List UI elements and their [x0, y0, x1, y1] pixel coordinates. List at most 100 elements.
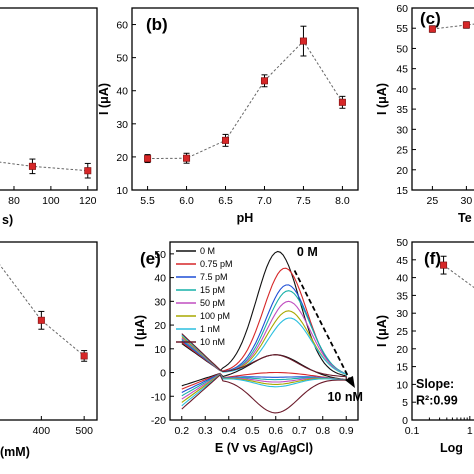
y-tick-label: 45 — [396, 64, 408, 76]
y-tick-label: 50 — [396, 43, 408, 55]
panel-e: 0.2 0.3 0.4 0.5 0.6 0.7 0.8 0.9 -20 -10 0 10 20 30 40 5… — [133, 241, 363, 455]
y-tick-label: 30 — [116, 119, 128, 131]
y-tick-label: 15 — [396, 185, 408, 197]
y-tick-label: 45 — [396, 255, 408, 267]
y-tick-label: 15 — [396, 362, 408, 374]
y-tick-label: 50 — [116, 53, 128, 65]
legend-label: 15 pM — [200, 285, 225, 295]
data-point — [80, 352, 88, 360]
y-tick-label: 0 — [160, 368, 166, 380]
x-tick-label: 7.5 — [296, 195, 311, 207]
y-tick-label: 20 — [396, 165, 408, 177]
y-tick-label: 30 — [396, 308, 408, 320]
y-tick-label: 40 — [396, 84, 408, 96]
data-point — [222, 136, 230, 144]
y-axis-label: I (μA) — [375, 83, 389, 115]
y-tick-label: 25 — [396, 326, 408, 338]
x-axis-label: Te — [458, 211, 472, 225]
x-tick-label: 0.9 — [339, 425, 354, 437]
trend-line-f — [443, 264, 474, 289]
panel-c: 25 30 15 20 25 30 35 40 45 50 55 60 Te I (μA) (c) — [375, 3, 474, 225]
y-tick-label: 40 — [396, 273, 408, 285]
x-axis-label: pH — [237, 211, 254, 225]
x-tick-label: 0.4 — [221, 425, 236, 437]
legend-label: 1 nM — [200, 324, 220, 334]
x-tick-label: 0.3 — [198, 425, 213, 437]
data-point — [28, 162, 36, 170]
y-tick-label: 20 — [154, 320, 166, 332]
data-point — [428, 25, 436, 33]
panel-b: 5.5 6.0 6.5 7.0 7.5 8.0 10 20 30 40 50 60 pH I (μA) (b… — [97, 7, 359, 225]
y-tick-label: 10 — [154, 344, 166, 356]
dpv-curve-10-nM — [181, 333, 347, 414]
y-tick-label: 40 — [154, 273, 166, 285]
legend-label: 50 pM — [200, 298, 225, 308]
y-tick-label: -20 — [151, 415, 166, 427]
legend-label: 7.5 pM — [200, 272, 228, 282]
x-tick-label: 7.0 — [257, 195, 272, 207]
data-point — [183, 154, 191, 162]
legend-label: 0.75 pM — [200, 259, 233, 269]
data-point — [84, 167, 92, 175]
y-tick-label: 10 — [116, 185, 128, 197]
y-tick-label: -10 — [151, 391, 166, 403]
x-tick-label: 5.5 — [140, 195, 155, 207]
y-tick-label: 5 — [402, 397, 408, 409]
data-point — [462, 21, 470, 29]
x-tick-label: 30 — [461, 195, 473, 207]
x-axis-label: (mM) — [0, 445, 30, 459]
arrow-head — [344, 376, 355, 389]
trend-arrow — [293, 270, 352, 383]
panel-label: (e) — [140, 249, 161, 268]
data-point — [260, 77, 268, 85]
r2-annotation: R²:0.99 — [416, 394, 458, 408]
x-tick-label: 0.2 — [174, 425, 189, 437]
x-axis-label: Log — [440, 441, 463, 455]
x-tick-label: 0.7 — [292, 425, 307, 437]
y-tick-label: 55 — [396, 23, 408, 35]
x-tick-label: 120 — [79, 195, 97, 207]
legend-label: 100 pM — [200, 311, 230, 321]
y-tick-label: 30 — [396, 124, 408, 136]
x-tick-label: 500 — [75, 425, 93, 437]
y-tick-label: 10 — [396, 379, 408, 391]
x-tick-label: 1 — [467, 425, 473, 437]
data-point — [338, 98, 346, 106]
plot-frame — [169, 241, 359, 421]
data-point — [37, 316, 45, 324]
plot-frame — [131, 7, 359, 191]
x-axis-label: E (V vs Ag/AgCl) — [215, 441, 313, 455]
trend-line-d — [0, 264, 85, 357]
x-tick-label: 100 — [42, 195, 60, 207]
legend-label: 0 M — [200, 246, 215, 256]
trend-line-a — [0, 161, 88, 172]
x-tick-label: 0.5 — [245, 425, 260, 437]
slope-annotation: Slope: — [416, 377, 454, 391]
y-tick-label: 35 — [396, 290, 408, 302]
y-axis-label: I (μA) — [133, 315, 147, 347]
plot-frame — [411, 7, 474, 191]
x-tick-label: 400 — [33, 425, 51, 437]
y-tick-label: 30 — [154, 296, 166, 308]
arrow-start-label: 0 M — [297, 245, 318, 259]
legend-label: 10 nM — [200, 337, 225, 347]
y-tick-label: 50 — [396, 237, 408, 249]
y-tick-label: 50 — [154, 249, 166, 261]
y-axis-label: I (μA) — [375, 315, 389, 347]
trend-line-c — [432, 23, 474, 30]
x-tick-label: 8.0 — [335, 195, 350, 207]
data-point — [144, 155, 152, 163]
arrow-end-label: 10 nM — [327, 390, 362, 404]
trend-line-b — [147, 40, 343, 160]
y-axis-label: I (μA) — [97, 83, 111, 115]
y-tick-label: 20 — [116, 152, 128, 164]
plot-frame — [0, 7, 98, 191]
plot-frame — [0, 241, 98, 421]
x-tick-label: 0.6 — [268, 425, 283, 437]
x-tick-label: 0.1 — [405, 425, 420, 437]
y-tick-label: 25 — [396, 145, 408, 157]
y-tick-label: 40 — [116, 86, 128, 98]
panel-label: (c) — [420, 9, 441, 28]
